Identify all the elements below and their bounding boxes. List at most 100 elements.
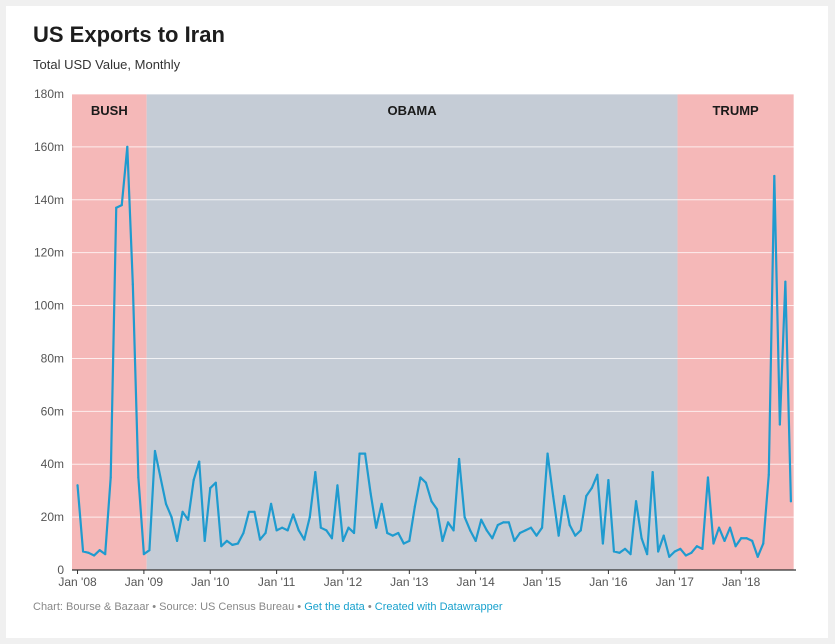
x-tick-label: Jan '17 (656, 575, 695, 589)
data-point (380, 502, 383, 505)
data-point (386, 531, 389, 535)
data-point (540, 526, 544, 529)
data-point (397, 531, 400, 535)
data-point (435, 508, 439, 511)
data-point (778, 423, 781, 426)
y-tick-label: 60m (41, 404, 64, 418)
region-label-trump: TRUMP (712, 103, 759, 118)
data-point (458, 457, 461, 461)
x-axis: Jan '08 Jan '09 Jan '10 Jan '11 Jan '12 Jan '… (58, 570, 761, 589)
data-point (474, 539, 477, 543)
data-point (131, 283, 134, 286)
data-point (734, 545, 737, 548)
data-point (76, 484, 79, 487)
data-point (679, 547, 682, 550)
data-point (469, 529, 472, 532)
data-point (446, 521, 450, 524)
data-point (574, 534, 577, 537)
data-point (789, 500, 793, 503)
data-point (740, 537, 743, 540)
data-point (773, 174, 776, 178)
region-bands (72, 94, 794, 570)
region-label-obama: OBAMA (388, 103, 438, 118)
data-point (601, 542, 604, 545)
data-point (640, 537, 643, 540)
data-point (363, 452, 367, 455)
data-point (634, 500, 638, 503)
data-point (126, 145, 129, 148)
y-tick-label: 100m (34, 299, 64, 313)
data-point (717, 526, 721, 529)
data-point (751, 539, 754, 543)
data-point (651, 471, 654, 474)
data-point (231, 543, 234, 546)
data-point (264, 531, 267, 535)
data-point (247, 510, 251, 513)
data-point (607, 478, 610, 482)
data-point (286, 529, 289, 532)
data-point (214, 481, 217, 484)
data-point (369, 492, 372, 495)
data-point (175, 539, 179, 543)
data-point (341, 539, 345, 543)
data-point (507, 521, 510, 524)
data-point (557, 534, 560, 537)
data-point (137, 476, 140, 479)
data-point (164, 502, 168, 505)
data-point (712, 542, 715, 545)
data-point (325, 529, 328, 532)
y-tick-label: 0 (57, 563, 64, 577)
data-point (258, 538, 262, 541)
series-layer (76, 145, 793, 558)
data-point (723, 539, 726, 543)
data-point (662, 534, 665, 537)
data-point (485, 529, 488, 532)
data-point (281, 526, 284, 529)
x-tick-label: Jan '08 (58, 575, 97, 589)
data-point (170, 516, 173, 519)
region-band-trump (677, 94, 794, 570)
data-point (618, 551, 621, 554)
x-tick-label: Jan '11 (258, 575, 296, 589)
data-point (524, 529, 527, 532)
footer-separator: • (367, 601, 372, 613)
data-point (430, 500, 433, 503)
get-data-link[interactable]: Get the data (304, 601, 365, 613)
data-point (142, 553, 145, 556)
data-point (93, 554, 96, 557)
data-point (81, 550, 85, 553)
data-point (87, 551, 90, 554)
region-label-bush: BUSH (91, 103, 128, 118)
data-point (513, 539, 516, 543)
data-point (181, 510, 184, 513)
data-point (695, 545, 698, 548)
data-point (563, 494, 566, 498)
data-point (330, 537, 334, 540)
data-point (535, 534, 538, 537)
data-point (596, 473, 599, 476)
data-point (220, 545, 223, 548)
x-tick-label: Jan '16 (589, 575, 628, 589)
data-point (673, 550, 676, 553)
data-point (314, 471, 317, 474)
datawrapper-link[interactable]: Created with Datawrapper (374, 601, 503, 613)
x-tick-label: Jan '13 (390, 575, 429, 589)
data-point (623, 547, 627, 550)
footer-credit: Chart: Bourse & Bazaar • Source: US Cens… (33, 601, 302, 613)
data-point (98, 549, 101, 552)
data-point (463, 516, 466, 519)
y-tick-label: 40m (41, 457, 64, 471)
data-point (496, 523, 499, 527)
y-tick-label: 20m (41, 510, 64, 524)
data-point (646, 553, 649, 556)
chart-subtitle: Total USD Value, Monthly (33, 57, 181, 72)
data-point (269, 502, 273, 505)
data-point (419, 476, 422, 479)
y-tick-label: 160m (34, 140, 64, 154)
data-point (203, 539, 206, 543)
data-point (579, 529, 582, 532)
y-tick-label: 120m (34, 246, 64, 260)
data-point (552, 494, 555, 498)
data-point (408, 539, 411, 543)
data-point (728, 526, 732, 529)
